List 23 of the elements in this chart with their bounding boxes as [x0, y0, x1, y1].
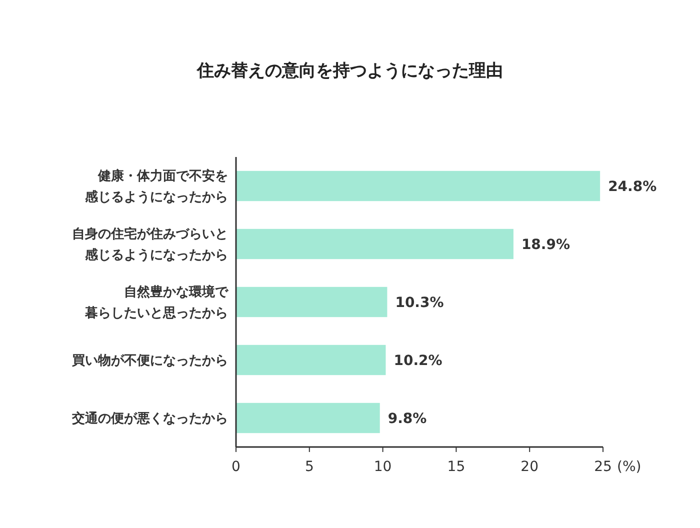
x-axis-title: (%)	[617, 459, 642, 475]
y-tick-label: 自然豊かな環境で暮らしたいと思ったから	[84, 284, 229, 322]
y-tick-label: 交通の便が悪くなったから	[71, 410, 228, 427]
bar	[236, 344, 386, 376]
x-tick-label: 20	[520, 459, 539, 475]
bar	[236, 286, 388, 318]
x-tick-label: 10	[374, 459, 392, 475]
bar	[236, 170, 600, 202]
x-tick-label: 25	[594, 459, 612, 475]
bar	[236, 402, 380, 434]
data-label: 24.8%	[608, 178, 657, 195]
bar	[236, 228, 514, 260]
data-label: 9.8%	[388, 410, 427, 427]
y-tick-label: 買い物が不便になったから	[71, 354, 228, 369]
chart-title: 住み替えの意向を持つようになった理由	[196, 61, 503, 81]
data-label: 18.9%	[521, 236, 570, 253]
data-label: 10.2%	[394, 352, 442, 369]
y-tick-label: 健康・体力面で不安を感じるようになったから	[84, 168, 228, 206]
x-tick-label: 15	[447, 459, 466, 475]
x-tick-label: 5	[304, 459, 314, 475]
y-tick-label: 自身の住宅が住みづらいと感じるようになったから	[72, 226, 228, 264]
x-tick-label: 0	[232, 459, 240, 475]
data-label: 10.3%	[395, 294, 444, 311]
